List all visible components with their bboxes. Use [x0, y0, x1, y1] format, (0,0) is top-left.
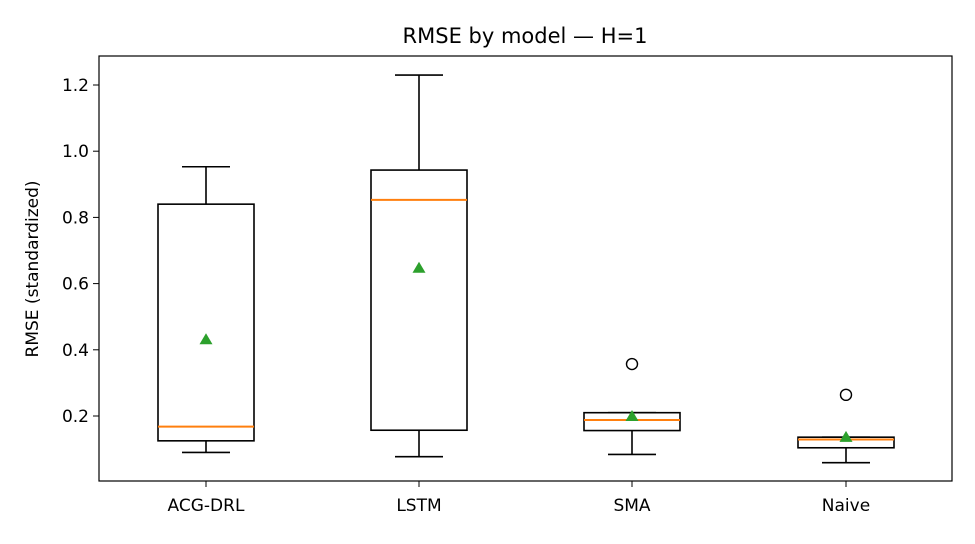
x-tick-label: Naive — [822, 496, 870, 516]
y-tick-label: 0.8 — [62, 208, 89, 228]
y-tick-label: 1.2 — [62, 76, 89, 96]
x-tick-label: ACG-DRL — [168, 496, 245, 516]
x-axis: ACG-DRL LSTM SMA Naive — [168, 481, 870, 516]
y-axis: 0.2 0.4 0.6 0.8 1.0 1.2 — [62, 76, 99, 427]
box-group — [157, 165, 255, 454]
y-tick-label: 0.6 — [62, 275, 89, 295]
mean-marker — [839, 430, 853, 442]
y-tick-label: 1.0 — [62, 142, 89, 162]
mean-marker — [625, 410, 639, 421]
iqr-box — [370, 169, 468, 432]
box-group — [583, 357, 681, 456]
chart-title: RMSE by model — H=1 — [403, 24, 648, 48]
y-axis-label: RMSE (standardized) — [23, 181, 43, 358]
y-tick-label: 0.2 — [62, 407, 89, 427]
mean-marker — [412, 261, 426, 273]
x-tick-label: SMA — [613, 496, 650, 516]
box-group — [370, 74, 468, 458]
mean-marker — [199, 333, 213, 345]
iqr-box — [157, 203, 255, 442]
y-tick-label: 0.4 — [62, 341, 89, 361]
box-group — [797, 388, 895, 464]
outlier-point — [839, 388, 853, 402]
box-series — [157, 74, 895, 464]
outlier-point — [625, 357, 639, 371]
x-tick-label: LSTM — [396, 496, 441, 516]
plot-area-frame — [98, 55, 953, 482]
